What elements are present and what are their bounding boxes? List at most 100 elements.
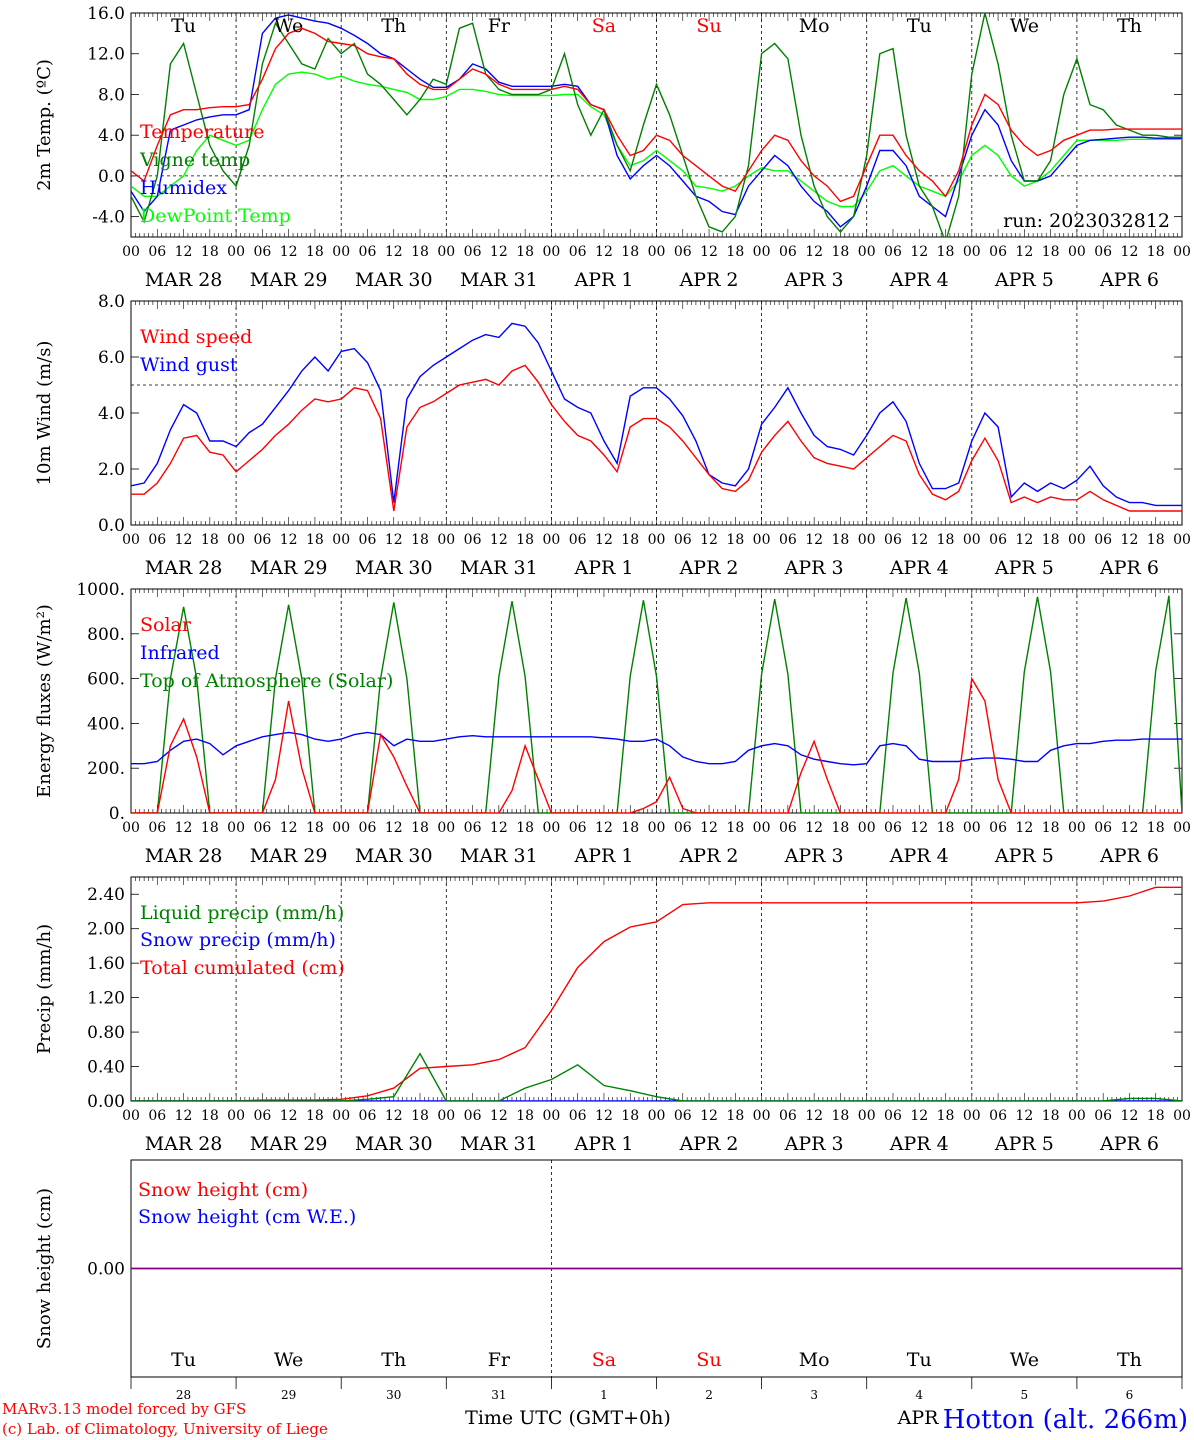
weekday-label: Th — [1117, 15, 1142, 37]
hour-tick-label: 18 — [832, 532, 850, 548]
hour-tick-label: 18 — [726, 1108, 744, 1124]
hour-tick-label: 00 — [332, 532, 350, 548]
hour-tick-label: 12 — [175, 820, 193, 836]
weekday-label: Fr — [488, 15, 511, 37]
legend-entry: Liquid precip (mm/h) — [140, 902, 344, 924]
hour-tick-label: 00 — [648, 1108, 666, 1124]
hour-tick-label: 00 — [858, 244, 876, 260]
y-axis-label: Snow height (cm) — [34, 1188, 55, 1349]
hour-tick-label: 00 — [753, 532, 771, 548]
y-tick-label: 2.0 — [98, 460, 125, 480]
hour-tick-label: 06 — [1094, 820, 1112, 836]
y-tick-label: 1000. — [76, 580, 125, 600]
hour-tick-label: 18 — [937, 1108, 955, 1124]
date-label: APR 6 — [1099, 1133, 1159, 1155]
hour-tick-label: 12 — [385, 1108, 403, 1124]
hour-tick-label: 12 — [1121, 244, 1139, 260]
hour-tick-label: 06 — [674, 244, 692, 260]
weekday-label: Sa — [592, 1349, 616, 1371]
hour-tick-label: 12 — [595, 820, 613, 836]
hour-tick-label: 18 — [1147, 1108, 1165, 1124]
hour-tick-label: 18 — [621, 820, 639, 836]
hour-tick-label: 18 — [306, 1108, 324, 1124]
day-number-label: 3 — [810, 1388, 818, 1402]
hour-tick-label: 12 — [1015, 1108, 1033, 1124]
lab-credit: (c) Lab. of Climatology, University of L… — [2, 1420, 328, 1438]
hour-tick-label: 18 — [516, 532, 534, 548]
hour-tick-label: 12 — [700, 820, 718, 836]
hour-tick-label: 00 — [227, 244, 245, 260]
hour-tick-label: 12 — [175, 1108, 193, 1124]
panel-1: 16.0 12.0 8.0 4.0 0.0 -4.0 2m Temp. (ºC) Temper… — [34, 4, 1191, 291]
date-label: MAR 29 — [250, 1133, 328, 1155]
hour-tick-label: 12 — [280, 532, 298, 548]
hour-tick-label: 12 — [1121, 820, 1139, 836]
hour-tick-label: 00 — [227, 1108, 245, 1124]
hour-tick-label: 00 — [963, 1108, 981, 1124]
hour-tick-label: 06 — [779, 532, 797, 548]
hour-tick-label: 00 — [542, 244, 560, 260]
series-line-infrared — [131, 731, 1182, 766]
hour-tick-label: 00 — [122, 532, 140, 548]
plot-frame — [130, 12, 1183, 238]
overlap-apr-label: APR — [897, 1407, 940, 1429]
y-tick-label: 8.0 — [98, 85, 125, 105]
hour-tick-label: 18 — [726, 244, 744, 260]
y-tick-label: -4.0 — [92, 208, 125, 228]
y-tick-label: 0.00 — [87, 1260, 125, 1280]
date-label: APR 1 — [573, 269, 633, 291]
date-label: APR 5 — [994, 1133, 1054, 1155]
hour-tick-label: 00 — [753, 820, 771, 836]
hour-tick-label: 12 — [490, 532, 508, 548]
hour-tick-label: 12 — [490, 244, 508, 260]
date-label: MAR 30 — [355, 845, 433, 867]
hour-tick-label: 06 — [989, 532, 1007, 548]
y-tick-label: 800. — [87, 625, 125, 645]
hour-tick-label: 00 — [437, 244, 455, 260]
hour-tick-label: 00 — [227, 820, 245, 836]
series-line-top-of-atmosphere-solar- — [131, 595, 1182, 813]
x-axis-title: Time UTC (GMT+0h) — [465, 1407, 671, 1429]
hour-tick-label: 12 — [910, 532, 928, 548]
y-tick-label: 2.40 — [87, 885, 125, 905]
weekday-label: Su — [696, 1349, 721, 1371]
hour-tick-label: 00 — [437, 820, 455, 836]
day-number-label: 1 — [600, 1388, 608, 1402]
hour-tick-label: 18 — [832, 820, 850, 836]
hour-tick-label: 06 — [253, 244, 271, 260]
hour-tick-label: 12 — [805, 820, 823, 836]
hour-tick-label: 18 — [621, 532, 639, 548]
hour-tick-label: 12 — [595, 532, 613, 548]
hour-tick-label: 06 — [884, 1108, 902, 1124]
hour-tick-label: 12 — [700, 1108, 718, 1124]
y-tick-label: 0.0 — [98, 516, 125, 536]
hour-tick-label: 18 — [937, 532, 955, 548]
hour-tick-label: 18 — [201, 820, 219, 836]
legend-entry: Humidex — [140, 177, 227, 199]
hour-tick-label: 00 — [1173, 1108, 1191, 1124]
run-annotation: run: 2023032812 — [1003, 210, 1170, 232]
date-label: APR 6 — [1099, 557, 1159, 579]
hour-tick-label: 06 — [884, 244, 902, 260]
legend-entry: Infrared — [140, 642, 220, 664]
date-label: APR 1 — [573, 845, 633, 867]
hour-tick-label: 12 — [385, 532, 403, 548]
hour-tick-label: 06 — [884, 532, 902, 548]
hour-tick-label: 12 — [175, 244, 193, 260]
date-label: APR 4 — [889, 1133, 949, 1155]
weekday-label: We — [1010, 1349, 1039, 1371]
hour-tick-label: 18 — [726, 532, 744, 548]
hour-tick-label: 06 — [148, 1108, 166, 1124]
day-number-label: 29 — [281, 1388, 296, 1402]
date-label: APR 5 — [994, 269, 1054, 291]
hour-tick-label: 12 — [1015, 532, 1033, 548]
hour-tick-label: 12 — [280, 820, 298, 836]
hour-tick-label: 06 — [464, 820, 482, 836]
hour-tick-label: 06 — [359, 1108, 377, 1124]
hour-tick-label: 00 — [1173, 820, 1191, 836]
date-label: MAR 31 — [460, 1133, 538, 1155]
series-line-humidex — [131, 14, 1182, 228]
weekday-label: Th — [381, 15, 406, 37]
hour-tick-label: 00 — [437, 532, 455, 548]
day-number-label: 31 — [491, 1388, 506, 1402]
